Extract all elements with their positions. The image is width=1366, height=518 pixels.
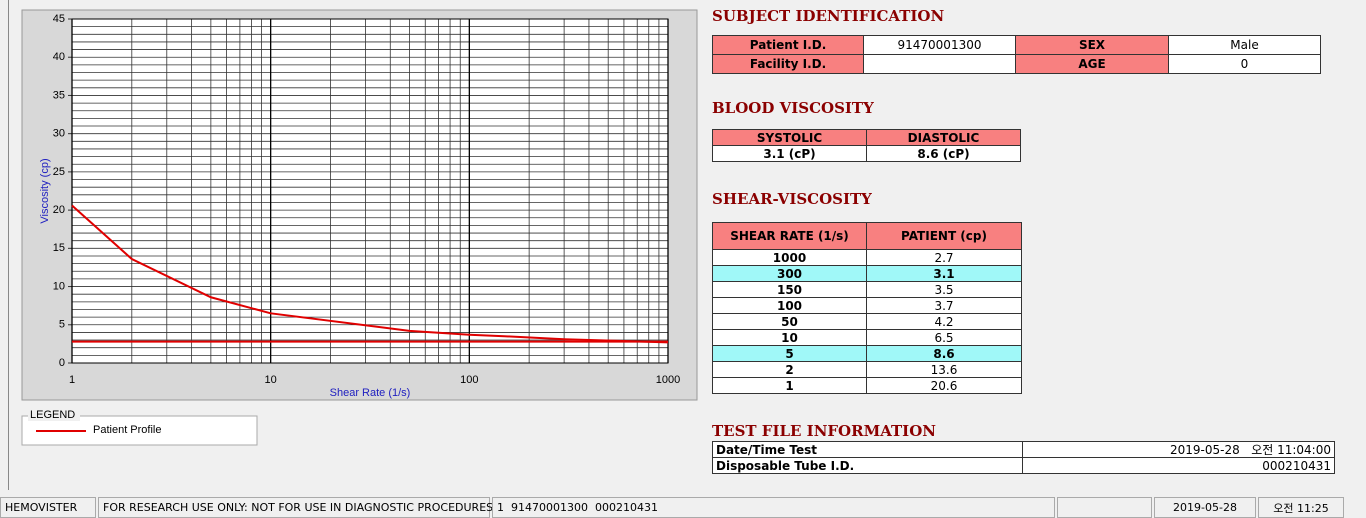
status-bar-pane: FOR RESEARCH USE ONLY: NOT FOR USE IN DI… <box>98 497 493 518</box>
table-cell: Disposable Tube I.D. <box>712 457 1023 474</box>
table-cell: 3.5 <box>866 281 1022 298</box>
status-bar-pane <box>1057 497 1152 518</box>
status-bar-pane: 2019-05-28 <box>1154 497 1256 518</box>
table-cell: 4.2 <box>866 313 1022 330</box>
table-cell: 13.6 <box>866 361 1022 378</box>
y-tick-label: 45 <box>53 13 65 25</box>
y-tick-label: 40 <box>53 51 65 63</box>
y-tick-label: 5 <box>59 319 65 331</box>
table-cell: 2.7 <box>866 249 1022 266</box>
table-cell: 2019-05-28 오전 11:04:00 <box>1022 441 1335 458</box>
table-cell: 91470001300 <box>863 35 1016 55</box>
x-tick-label: 1000 <box>656 374 680 386</box>
y-tick-label: 15 <box>53 242 65 254</box>
table-cell: 2 <box>712 361 867 378</box>
x-tick-label: 10 <box>265 374 277 386</box>
divider <box>8 0 9 490</box>
table-cell: PATIENT (cp) <box>866 222 1022 250</box>
table-cell: 6.5 <box>866 329 1022 346</box>
table-cell: Facility I.D. <box>712 54 864 74</box>
status-bar-pane: 1 91470001300 000210431 <box>492 497 1055 518</box>
legend-title: LEGEND <box>30 409 75 421</box>
table-cell: Male <box>1168 35 1321 55</box>
x-tick-label: 100 <box>460 374 478 386</box>
y-tick-label: 35 <box>53 89 65 101</box>
table-cell: 1 <box>712 377 867 394</box>
table-cell: SHEAR RATE (1/s) <box>712 222 867 250</box>
table-cell: SEX <box>1015 35 1169 55</box>
table-cell: 100 <box>712 297 867 314</box>
table-cell: 1000 <box>712 249 867 266</box>
table-cell: AGE <box>1015 54 1169 74</box>
x-tick-label: 1 <box>69 374 75 386</box>
table-cell: DIASTOLIC <box>866 129 1021 146</box>
table-cell <box>863 54 1016 74</box>
legend-title-bg <box>28 409 80 421</box>
series-line <box>71 204 669 344</box>
y-tick-label: 0 <box>59 357 65 369</box>
table-cell: Patient I.D. <box>712 35 864 55</box>
table-cell: 3.1 <box>866 265 1022 282</box>
table-cell: 5 <box>712 345 867 362</box>
status-bar-pane: HEMOVISTER <box>0 497 96 518</box>
table-cell: Date/Time Test <box>712 441 1023 458</box>
plot-border <box>71 18 669 364</box>
legend-label: Patient Profile <box>93 424 161 436</box>
table-cell: 8.6 (cP) <box>866 145 1021 162</box>
y-tick-label: 10 <box>53 280 65 292</box>
y-tick-label: 25 <box>53 166 65 178</box>
table-cell: 3.7 <box>866 297 1022 314</box>
table-cell: 8.6 <box>866 345 1022 362</box>
status-bar-pane: 오전 11:25 <box>1258 497 1344 518</box>
table-cell: 300 <box>712 265 867 282</box>
table-cell: 10 <box>712 329 867 346</box>
y-axis-label: Viscosity (cp) <box>39 158 51 223</box>
section-title: TEST FILE INFORMATION <box>712 422 936 440</box>
section-title: SHEAR-VISCOSITY <box>712 190 872 208</box>
section-title: SUBJECT IDENTIFICATION <box>712 7 945 25</box>
table-cell: 50 <box>712 313 867 330</box>
table-cell: 20.6 <box>866 377 1022 394</box>
y-tick-label: 30 <box>53 128 65 140</box>
section-title: BLOOD VISCOSITY <box>712 99 874 117</box>
x-axis-label: Shear Rate (1/s) <box>330 387 411 399</box>
y-tick-label: 20 <box>53 204 65 216</box>
table-cell: 3.1 (cP) <box>712 145 867 162</box>
chart: Shear Rate (1/s) Viscosity (cp) LEGEND P… <box>21 9 698 446</box>
table-cell: 0 <box>1168 54 1321 74</box>
plot-area <box>72 19 668 363</box>
table-cell: 000210431 <box>1022 457 1335 474</box>
table-cell: SYSTOLIC <box>712 129 867 146</box>
table-cell: 150 <box>712 281 867 298</box>
